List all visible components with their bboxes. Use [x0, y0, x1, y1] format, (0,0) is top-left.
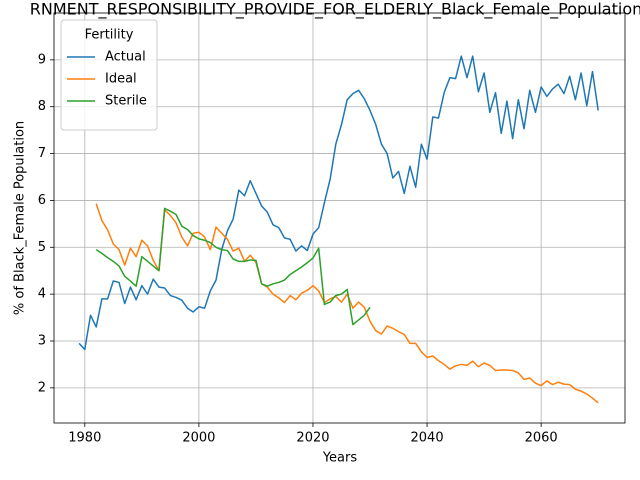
x-tick-label: 2020	[296, 431, 329, 446]
x-tick-label: 1980	[68, 431, 101, 446]
x-tick-label: 2040	[411, 431, 444, 446]
legend-title: Fertility	[85, 28, 134, 43]
y-axis-label: % of Black_Female Population	[13, 121, 28, 315]
y-tick-label: 2	[38, 380, 46, 395]
y-tick-label: 7	[38, 146, 46, 161]
legend-label: Ideal	[105, 72, 137, 87]
legend-label: Actual	[105, 50, 146, 65]
x-tick-label: 2000	[182, 431, 215, 446]
line-series	[78, 55, 599, 351]
y-tick-label: 9	[38, 52, 46, 67]
line-series	[95, 203, 599, 404]
plot-frame	[53, 12, 626, 424]
y-tick-label: 3	[38, 334, 46, 349]
legend: Fertility Actual Ideal Sterile	[60, 19, 158, 131]
x-tick-label: 2060	[525, 431, 558, 446]
chart-title: RNMENT_RESPONSIBILITY_PROVIDE_FOR_ELDERL…	[30, 0, 640, 20]
x-axis-label: Years	[322, 451, 358, 466]
y-tick-label: 6	[38, 193, 46, 208]
line-series	[95, 207, 371, 326]
y-tick-label: 5	[38, 240, 46, 255]
y-tick-label: 8	[38, 99, 46, 114]
legend-label: Sterile	[105, 94, 147, 109]
legend-box	[60, 19, 158, 131]
y-tick-label: 4	[38, 287, 46, 302]
